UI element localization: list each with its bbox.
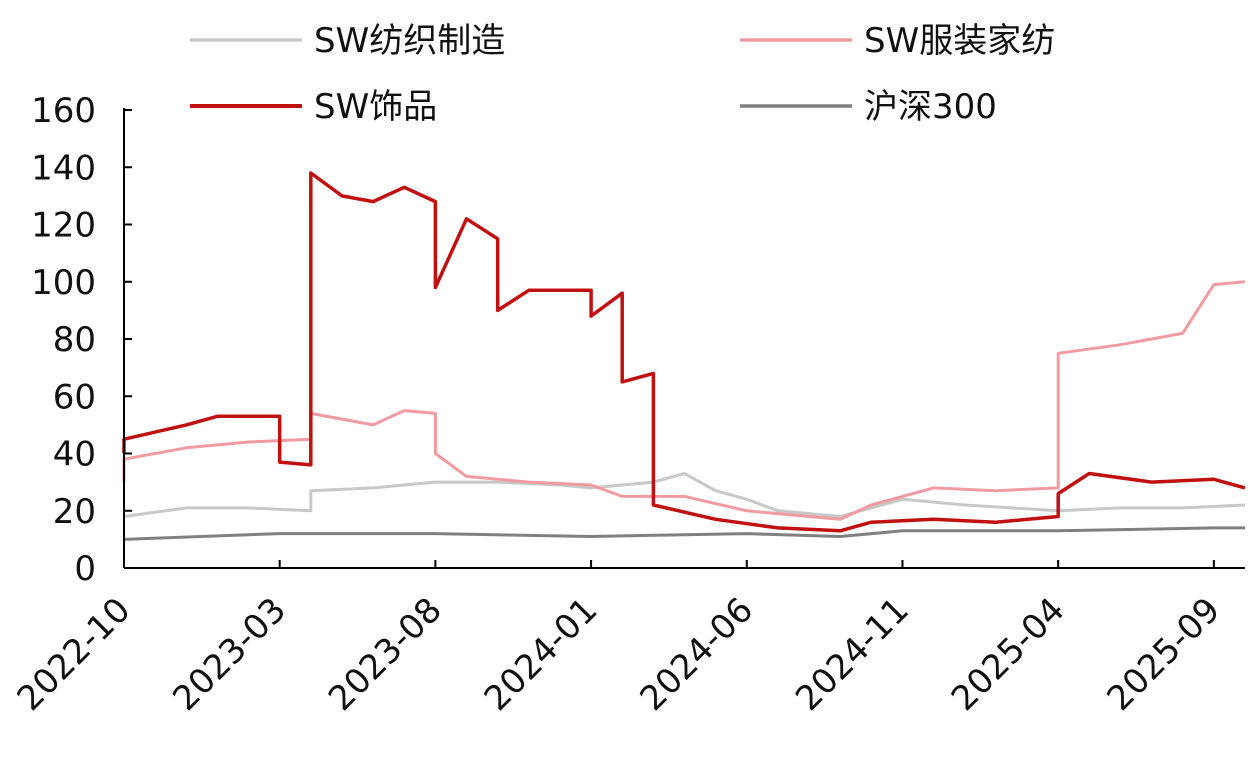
series-line-4 bbox=[123, 526, 1245, 541]
legend-item-4: 沪深300 bbox=[740, 87, 997, 127]
series-line-1 bbox=[123, 472, 1246, 518]
legend-label: SW纺织制造 bbox=[314, 21, 505, 61]
y-tick-label: 140 bbox=[31, 148, 96, 188]
y-tick-label: 80 bbox=[53, 320, 96, 360]
y-tick-label: 100 bbox=[31, 263, 96, 303]
y-tick-label: 160 bbox=[31, 91, 96, 131]
legend-item-2: SW服装家纺 bbox=[740, 21, 1055, 61]
x-tick-label: 2024-11 bbox=[788, 590, 917, 719]
x-tick-label: 2025-09 bbox=[1099, 590, 1228, 719]
legend-label: SW饰品 bbox=[314, 87, 437, 127]
series-line-2 bbox=[122, 280, 1246, 521]
x-tick-label: 2024-06 bbox=[632, 590, 761, 719]
x-tick-label: 2022-10 bbox=[10, 590, 139, 719]
y-tick-label: 40 bbox=[53, 435, 96, 475]
legend: SW纺织制造 SW服装家纺 SW饰品 沪深300 bbox=[190, 21, 1055, 127]
x-tick-label: 2024-01 bbox=[477, 590, 606, 719]
series-layer bbox=[122, 171, 1246, 541]
x-tick-label: 2025-04 bbox=[944, 590, 1073, 719]
y-tick-label: 60 bbox=[53, 377, 96, 417]
y-tick-label: 0 bbox=[74, 549, 96, 589]
legend-label: SW服装家纺 bbox=[864, 21, 1055, 61]
series-line-3 bbox=[122, 171, 1246, 533]
y-tick-label: 120 bbox=[31, 206, 96, 246]
legend-item-1: SW纺织制造 bbox=[190, 21, 505, 61]
x-tick-label: 2023-03 bbox=[165, 590, 294, 719]
legend-label: 沪深300 bbox=[864, 87, 997, 127]
legend-item-3: SW饰品 bbox=[190, 87, 437, 127]
x-tick-label: 2023-08 bbox=[321, 590, 450, 719]
y-tick-label: 20 bbox=[53, 492, 96, 532]
